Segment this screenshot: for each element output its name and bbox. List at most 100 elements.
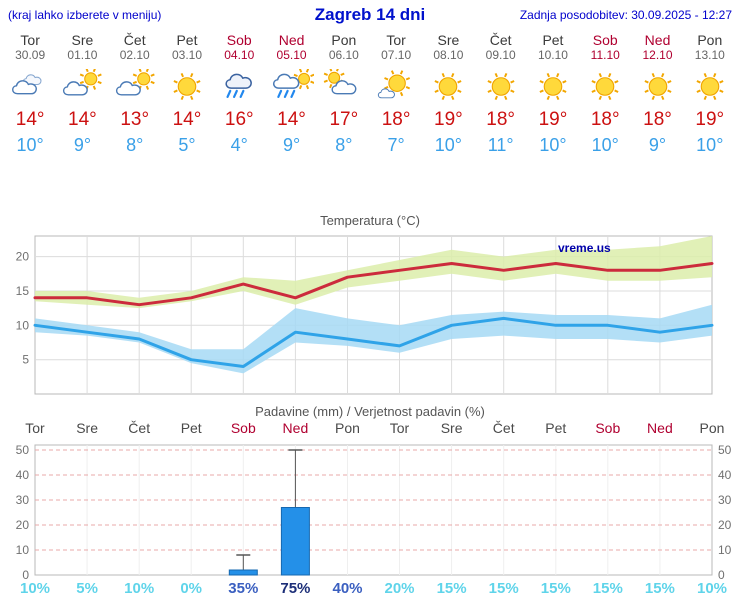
probability-label: 5% — [76, 580, 98, 597]
high-temp: 17° — [329, 109, 359, 130]
last-update: Zadnja posodobitev: 30.09.2025 - 12:27 — [519, 8, 732, 22]
weather-icon-svg — [63, 67, 103, 96]
y-axis-tick-label: 0 — [718, 568, 725, 582]
sunny-icon — [161, 69, 213, 107]
weather-icon-svg — [539, 72, 567, 101]
precip-bar — [280, 507, 310, 576]
day-column[interactable]: Sre 01.10 14° 9° — [56, 30, 108, 170]
day-column[interactable]: Pon 13.10 19° 10° — [684, 30, 736, 170]
day-date: 04.10 — [224, 48, 255, 62]
day-date: 06.10 — [328, 48, 359, 62]
partly-sunny-icon — [56, 67, 108, 107]
y-axis-tick-label: 20 — [718, 518, 732, 532]
day-column[interactable]: Pon 06.10 17° 8° — [318, 30, 370, 170]
y-axis-tick-label: 5 — [22, 353, 29, 367]
weather-icon-svg — [434, 72, 462, 101]
day-column[interactable]: Ned 12.10 18° 9° — [631, 30, 683, 170]
day-label: Sob — [595, 420, 620, 436]
day-date: 01.10 — [67, 48, 98, 62]
high-temp: 18° — [590, 109, 620, 130]
probability-label: 10% — [697, 580, 727, 597]
day-date: 10.10 — [537, 48, 568, 62]
watermark: vreme.us — [558, 241, 611, 255]
probability-label: 15% — [489, 580, 519, 597]
day-label: Pon — [700, 420, 725, 436]
high-temp: 14° — [68, 109, 97, 130]
y-axis-tick-label: 0 — [22, 568, 29, 582]
y-axis-tick-label: 50 — [16, 443, 30, 457]
day-column[interactable]: Tor 30.09 14° 10° — [4, 30, 56, 170]
day-label: Tor — [390, 420, 410, 436]
day-name: Pet — [176, 32, 198, 48]
day-label: Tor — [25, 420, 45, 436]
low-temp: 10° — [539, 135, 567, 155]
header: (kraj lahko izberete v meniju) Zagreb 14… — [0, 4, 740, 28]
partly-sunny-icon — [109, 67, 161, 107]
y-axis-tick-label: 20 — [16, 250, 30, 264]
day-name: Pon — [331, 32, 357, 48]
y-axis-tick-label: 40 — [718, 468, 732, 482]
precip-bar — [228, 569, 258, 576]
low-temp: 8° — [126, 135, 144, 155]
y-axis-tick-label: 15 — [16, 284, 30, 298]
day-label: Pon — [335, 420, 360, 436]
weather-icon-svg — [272, 68, 315, 98]
mostly-sunny-icon — [370, 69, 422, 107]
y-axis-tick-label: 50 — [718, 443, 732, 457]
low-temp: 9° — [648, 135, 667, 155]
probability-label: 10% — [124, 580, 154, 597]
sunny-icon — [422, 69, 474, 107]
probability-label: 15% — [593, 580, 623, 597]
high-temp: 19° — [434, 109, 463, 130]
day-column[interactable]: Sre 08.10 19° 10° — [422, 30, 474, 170]
day-name: Sob — [226, 32, 252, 48]
day-date: 09.10 — [485, 48, 516, 62]
day-column[interactable]: Pet 03.10 14° 5° — [161, 30, 213, 170]
day-column[interactable]: Čet 09.10 18° 11° — [475, 30, 527, 170]
probability-label: 35% — [228, 580, 258, 597]
plot-area — [34, 444, 713, 576]
day-column[interactable]: Tor 07.10 18° 7° — [370, 30, 422, 170]
probability-label: 20% — [384, 580, 414, 597]
day-date: 03.10 — [171, 48, 202, 62]
day-date: 30.09 — [15, 48, 46, 62]
precipitation-chart: Tor Sre Čet Pet Sob Ned Pon Tor Sre Čet Pet Sob Ned P… — [0, 419, 740, 600]
day-column[interactable]: Ned 05.10 14° 9° — [265, 30, 317, 170]
probability-label: 15% — [437, 580, 467, 597]
day-column[interactable]: Pet 10.10 19° 10° — [527, 30, 579, 170]
day-column[interactable]: Sob 11.10 18° 10° — [579, 30, 631, 170]
day-date: 12.10 — [642, 48, 673, 62]
low-temp: 10° — [434, 135, 462, 155]
y-axis-tick-label: 20 — [16, 518, 30, 532]
day-label: Ned — [647, 420, 673, 436]
max-temp-line — [33, 262, 714, 307]
day-label: Čet — [128, 420, 150, 436]
sunny-icon — [579, 69, 631, 107]
y-axis-tick-label: 30 — [16, 493, 30, 507]
weather-icon-svg — [225, 73, 253, 98]
probability-label: 40% — [332, 580, 362, 597]
day-name: Čet — [489, 32, 512, 48]
page-title: Zagreb 14 dni — [314, 5, 426, 24]
sun-rain-icon — [265, 68, 317, 107]
day-name: Ned — [644, 32, 671, 48]
sunny-icon — [631, 69, 683, 107]
day-label: Sob — [231, 420, 256, 436]
weather-icon-svg — [173, 72, 201, 101]
day-name: Čet — [123, 32, 146, 48]
day-label: Čet — [493, 420, 515, 436]
weather-icon-svg — [115, 67, 155, 96]
menu-hint: (kraj lahko izberete v meniju) — [8, 8, 162, 22]
day-column[interactable]: Sob 04.10 16° 4° — [213, 30, 265, 170]
day-date: 02.10 — [119, 48, 150, 62]
day-name: Sre — [437, 32, 460, 48]
precipitation-chart-title: Padavine (mm) / Verjetnost padavin (%) — [255, 404, 485, 419]
sunny-icon — [527, 69, 579, 107]
low-temp: 11° — [487, 135, 514, 155]
weather-icon-svg — [377, 70, 411, 99]
day-column[interactable]: Čet 02.10 13° 8° — [109, 30, 161, 170]
sunny-icon — [475, 69, 527, 107]
weather-icon-svg — [591, 72, 619, 101]
max-temp-band — [35, 236, 712, 309]
